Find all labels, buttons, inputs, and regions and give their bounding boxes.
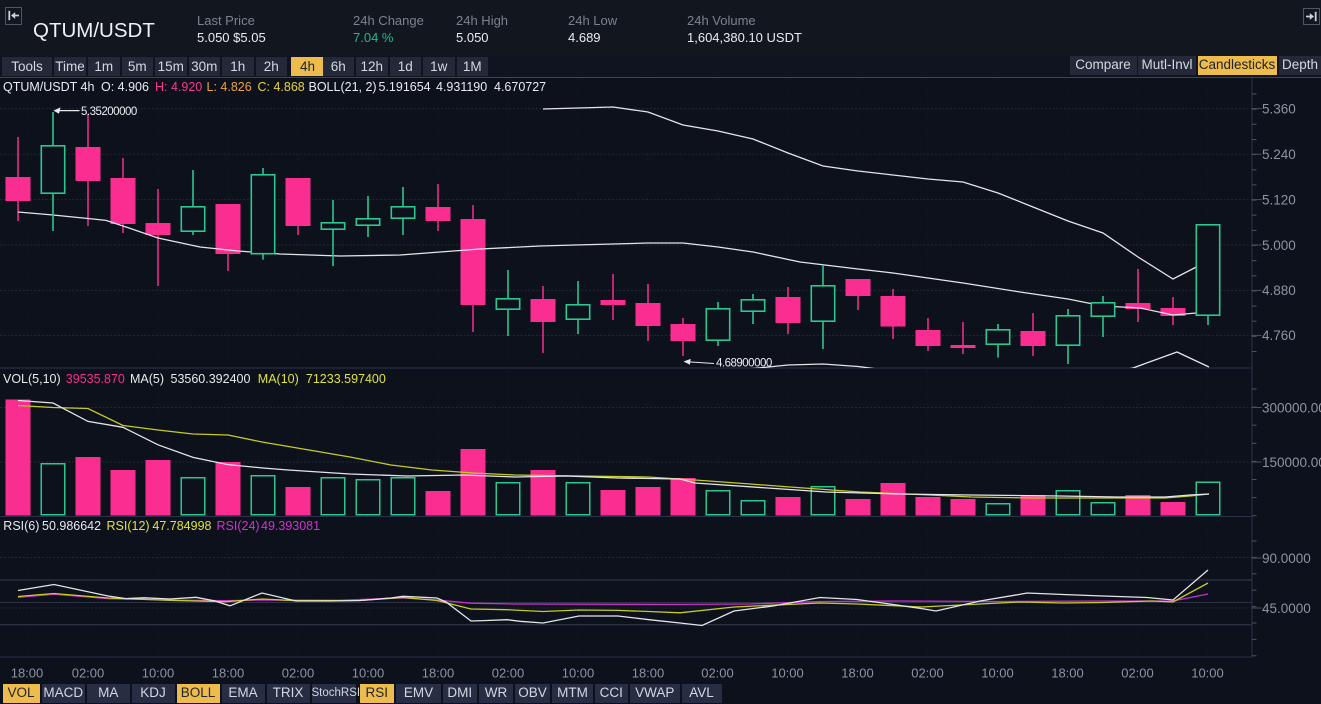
svg-text:5.240: 5.240 [1262, 147, 1296, 162]
svg-text:5.000: 5.000 [1262, 238, 1296, 253]
svg-text:4.880: 4.880 [1262, 283, 1296, 298]
svg-text:10:00: 10:00 [1191, 666, 1224, 681]
svg-text:18:00: 18:00 [11, 666, 44, 681]
svg-text:18:00: 18:00 [212, 666, 245, 681]
svg-text:18:00: 18:00 [422, 666, 455, 681]
svg-text:02:00: 02:00 [911, 666, 944, 681]
svg-text:10:00: 10:00 [981, 666, 1014, 681]
svg-text:5.35200000: 5.35200000 [81, 106, 137, 118]
svg-text:90.0000: 90.0000 [1262, 551, 1311, 566]
svg-text:45.0000: 45.0000 [1262, 601, 1311, 616]
svg-text:5.120: 5.120 [1262, 192, 1296, 207]
svg-text:4.760: 4.760 [1262, 328, 1296, 343]
svg-text:02:00: 02:00 [1121, 666, 1154, 681]
svg-text:10:00: 10:00 [352, 666, 385, 681]
svg-text:10:00: 10:00 [562, 666, 595, 681]
svg-text:02:00: 02:00 [492, 666, 525, 681]
svg-text:02:00: 02:00 [282, 666, 315, 681]
svg-text:300000.00: 300000.00 [1262, 400, 1321, 415]
svg-text:4.68900000: 4.68900000 [716, 358, 772, 370]
svg-text:5.360: 5.360 [1262, 101, 1296, 116]
svg-text:150000.00: 150000.00 [1262, 455, 1321, 470]
svg-text:10:00: 10:00 [771, 666, 804, 681]
svg-text:18:00: 18:00 [1051, 666, 1084, 681]
svg-text:02:00: 02:00 [72, 666, 105, 681]
svg-text:10:00: 10:00 [142, 666, 175, 681]
svg-text:18:00: 18:00 [841, 666, 874, 681]
svg-text:18:00: 18:00 [632, 666, 665, 681]
svg-text:02:00: 02:00 [701, 666, 734, 681]
